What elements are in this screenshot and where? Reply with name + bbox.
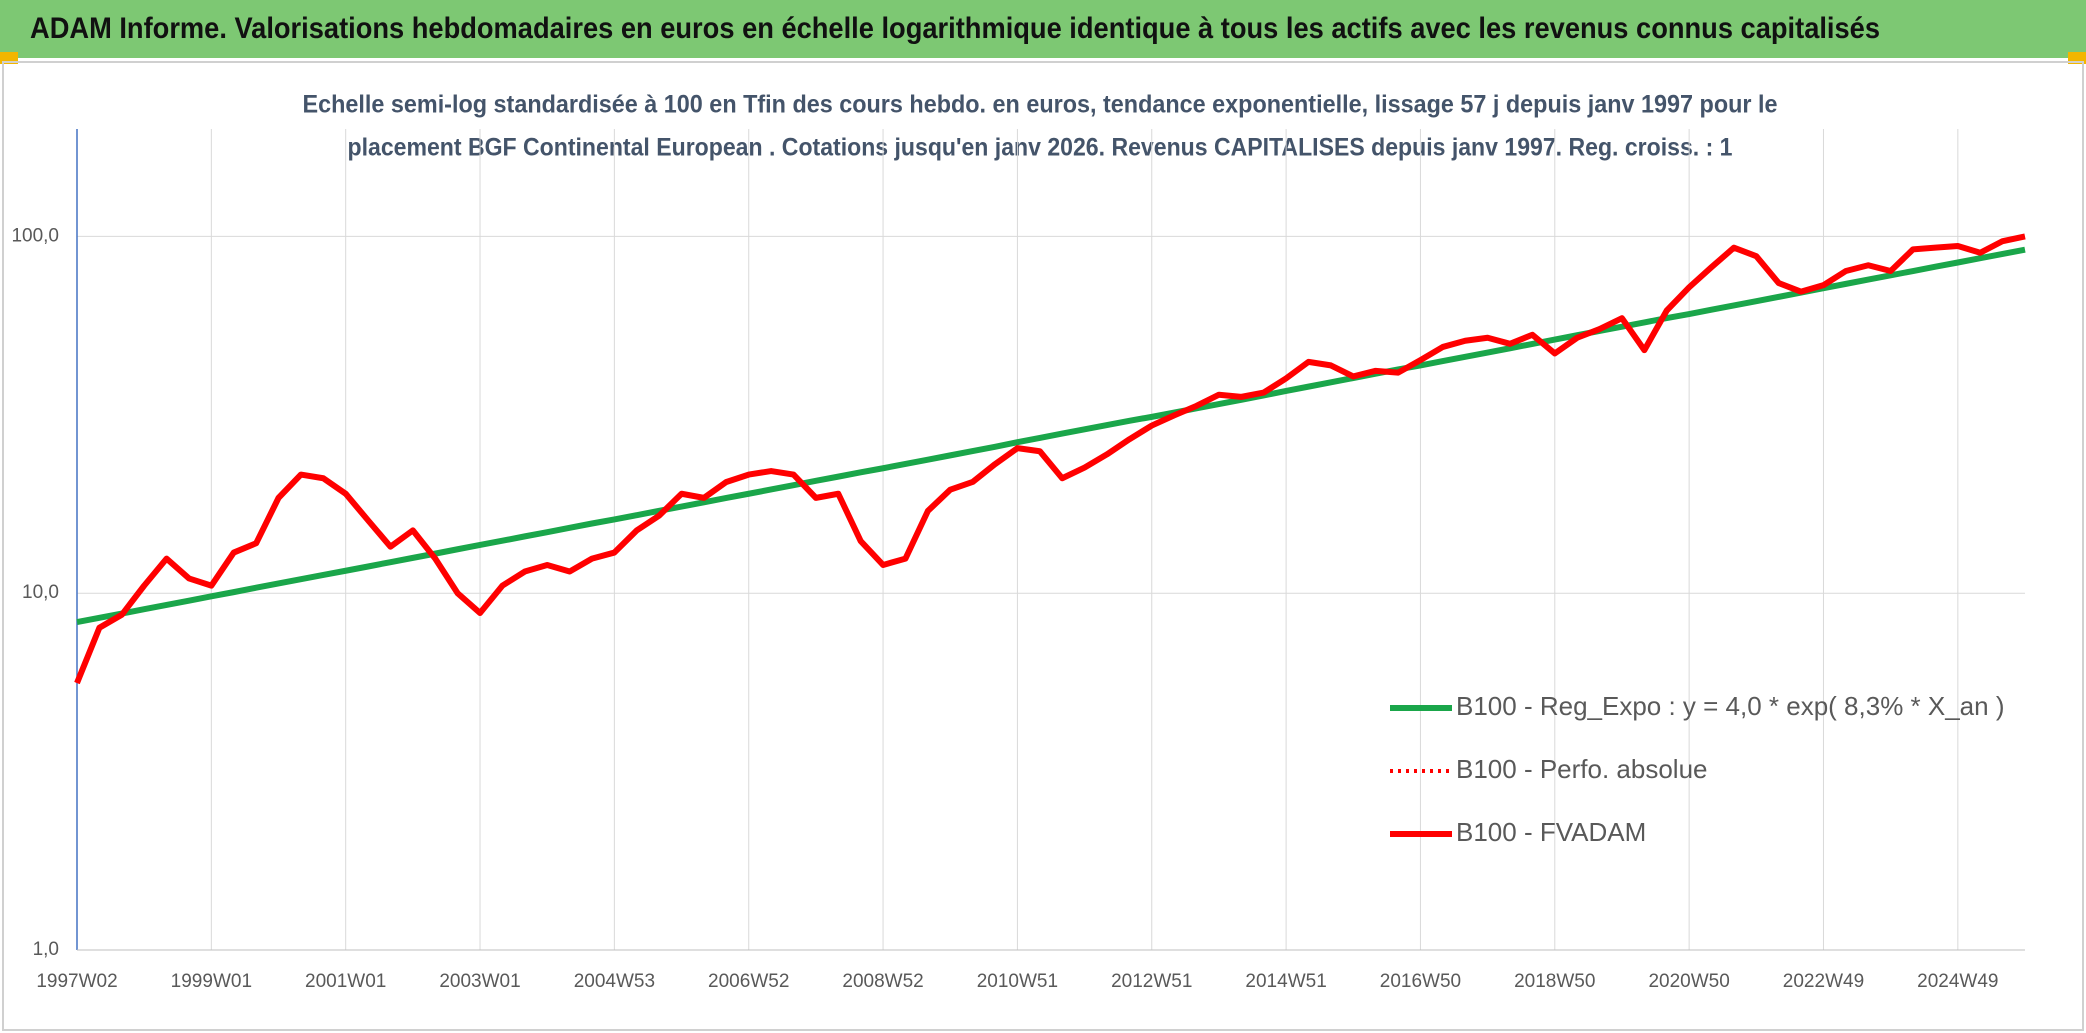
- chart-title: ADAM Informe. Valorisations hebdomadaire…: [30, 12, 1880, 45]
- x-tick-label: 2014W51: [1245, 971, 1326, 992]
- x-tick-label: 1997W02: [36, 971, 117, 992]
- x-tick-label: 2001W01: [305, 971, 386, 992]
- chart-subtitle: Echelle semi-log standardisée à 100 en T…: [303, 91, 1778, 119]
- chart-frame: [2, 61, 2084, 1031]
- x-tick-label: 2003W01: [439, 971, 520, 992]
- legend-label: B100 - Perfo. absolue: [1456, 754, 1708, 784]
- y-tick-label: 100,0: [11, 225, 59, 246]
- legend-label: B100 - FVADAM: [1456, 817, 1646, 847]
- x-tick-label: 2018W50: [1514, 971, 1595, 992]
- x-tick-label: 2022W49: [1783, 971, 1864, 992]
- chart-subtitle: placement BGF Continental European . Cot…: [348, 134, 1733, 162]
- x-tick-label: 2016W50: [1380, 971, 1461, 992]
- legend-label: B100 - Reg_Expo : y = 4,0 * exp( 8,3% * …: [1456, 691, 2005, 721]
- x-tick-label: 2012W51: [1111, 971, 1192, 992]
- plot-area: 1997W02 1999W01 2001W01 2003W01 2004W53 2006W…: [11, 129, 2026, 992]
- header-band: [0, 0, 2086, 58]
- x-tick-label: 1999W01: [171, 971, 252, 992]
- series-line: [76, 246, 2026, 626]
- x-tick-label: 2006W52: [708, 971, 789, 992]
- y-tick-label: 10,0: [22, 582, 59, 603]
- series-line: [74, 233, 2026, 685]
- x-tick-label: 2024W49: [1917, 971, 1998, 992]
- x-tick-label: 2008W52: [842, 971, 923, 992]
- x-tick-label: 2020W50: [1648, 971, 1729, 992]
- y-tick-label: 1,0: [33, 939, 59, 960]
- x-tick-label: 2010W51: [977, 971, 1058, 992]
- x-tick-label: 2004W53: [574, 971, 655, 992]
